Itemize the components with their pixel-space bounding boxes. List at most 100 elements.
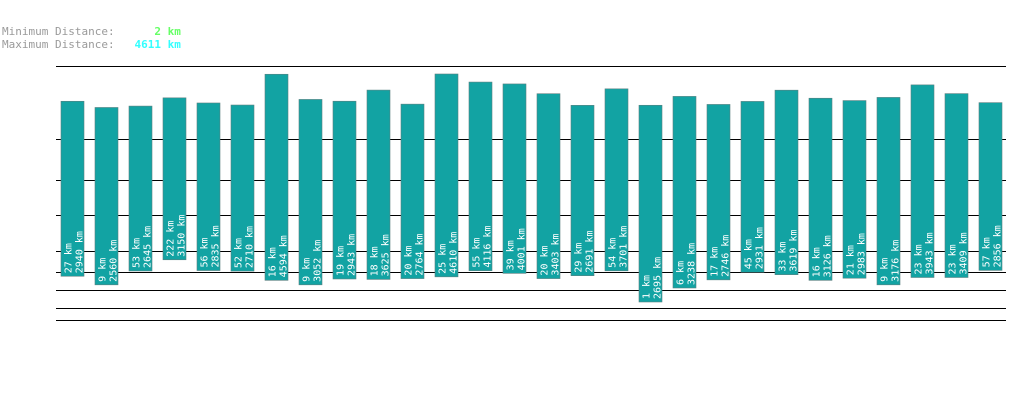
bar-max-label: 2645 km: [143, 226, 154, 268]
bar-group: 9 km 2560 km: [94, 107, 120, 286]
distance-bar: [536, 93, 561, 279]
distance-bar: [298, 99, 323, 286]
bar-group: 52 km 2710 km: [230, 104, 256, 272]
bar-min-label: 53 km: [132, 238, 143, 268]
bar-max-label: 3403 km: [551, 233, 562, 275]
distance-bar: [672, 96, 697, 289]
bar-max-label: 3052 km: [313, 240, 324, 282]
distance-bar: [910, 84, 935, 278]
distance-bar: [502, 83, 527, 274]
bar-min-label: 16 km: [268, 247, 279, 277]
bar-max-label: 2931 km: [755, 227, 766, 269]
bar-min-label: 20 km: [540, 245, 551, 275]
distance-bar: [638, 104, 663, 303]
bar-group: 16 km 3126 km: [808, 97, 834, 281]
bar-max-label: 2835 km: [211, 225, 222, 267]
bar-max-label: 2691 km: [585, 231, 596, 273]
bar-group: 27 km 2940 km: [60, 100, 86, 277]
bar-max-label: 4610 km: [449, 232, 460, 274]
bar-max-label: 2746 km: [721, 235, 732, 277]
bar-group: 222 km 3150 km: [162, 97, 188, 261]
bar-max-label: 2943 km: [347, 234, 358, 276]
bar-group: 23 km 3409 km: [944, 93, 970, 278]
bar-group: 20 km 2764 km: [400, 103, 426, 279]
maximum-distance-value: 4611 km: [134, 38, 181, 51]
bar-group: 53 km 2645 km: [128, 105, 154, 272]
bar-max-label: 2764 km: [415, 233, 426, 275]
distance-bar: [434, 73, 459, 278]
bar-min-label: 25 km: [438, 244, 449, 274]
distance-bar: [94, 107, 119, 286]
bar-min-label: 9 km: [98, 258, 109, 282]
bar-max-label: 3409 km: [959, 232, 970, 274]
distance-bar: [128, 105, 153, 272]
bar-group: 9 km 3052 km: [298, 99, 324, 286]
bar-min-label: 21 km: [846, 245, 857, 275]
bar-group: 39 km 4001 km: [502, 83, 528, 274]
bar-max-label: 4594 km: [279, 235, 290, 277]
bar-group: 54 km 3701 km: [604, 88, 630, 272]
bar-max-label: 3701 km: [619, 226, 630, 268]
bar-group: 57 km 2856 km: [978, 102, 1004, 271]
bar-group: 9 km 3176 km: [876, 97, 902, 286]
bar-min-label: 39 km: [506, 240, 517, 270]
bar-max-label: 2983 km: [857, 233, 868, 275]
distance-bar: [196, 102, 221, 271]
bar-group: 56 km 2835 km: [196, 102, 222, 271]
bar-group: 6 km 3238 km: [672, 96, 698, 289]
distance-bar: [978, 102, 1003, 271]
distance-bar: [332, 100, 357, 280]
bar-max-label: 3619 km: [789, 230, 800, 272]
bar-max-label: 3238 km: [687, 243, 698, 285]
bar-max-label: 4001 km: [517, 228, 528, 270]
distance-bar: [842, 100, 867, 279]
bar-min-label: 56 km: [200, 237, 211, 267]
bar-max-label: 3126 km: [823, 235, 834, 277]
distance-bar: [604, 88, 629, 272]
bar-min-label: 18 km: [370, 246, 381, 276]
bar-min-label: 6 km: [676, 261, 687, 285]
maximum-distance-row: Maximum Distance: 4611 km: [2, 38, 181, 51]
bar-group: 1 km 2695 km: [638, 104, 664, 303]
bar-group: 45 km 2931 km: [740, 101, 766, 273]
bar-max-label: 3150 km: [177, 215, 188, 257]
bar-min-label: 16 km: [812, 247, 823, 277]
bar-min-label: 23 km: [948, 244, 959, 274]
bar-max-label: 3176 km: [891, 240, 902, 282]
bar-group: 18 km 3625 km: [366, 89, 392, 280]
bar-min-label: 45 km: [744, 239, 755, 269]
bar-min-label: 17 km: [710, 247, 721, 277]
bar-min-label: 33 km: [778, 242, 789, 272]
bar-group: 19 km 2943 km: [332, 100, 358, 280]
distance-bar: [60, 100, 85, 277]
distance-bar: [162, 97, 187, 261]
bar-min-label: 9 km: [880, 258, 891, 282]
minimum-distance-label: Minimum Distance:: [2, 25, 115, 38]
distance-bar: [264, 73, 289, 281]
distance-bar: [468, 81, 493, 271]
bar-group: 17 km 2746 km: [706, 104, 732, 281]
bar-max-label: 2560 km: [109, 240, 120, 282]
bar-min-label: 29 km: [574, 243, 585, 273]
bars: 27 km 2940 km 9 km 2560 km 53 km 2645 km 222 k…: [60, 73, 1004, 303]
bar-max-label: 4116 km: [483, 226, 494, 268]
bar-min-label: 222 km: [166, 221, 177, 257]
distance-bar: [944, 93, 969, 278]
distance-bar: [706, 104, 731, 281]
bar-min-label: 1 km: [642, 275, 653, 299]
bar-min-label: 9 km: [302, 258, 313, 282]
bar-min-label: 55 km: [472, 238, 483, 268]
bar-min-label: 20 km: [404, 245, 415, 275]
bar-group: 23 km 3943 km: [910, 84, 936, 278]
bar-min-label: 19 km: [336, 246, 347, 276]
bar-group: 25 km 4610 km: [434, 73, 460, 278]
bar-min-label: 57 km: [982, 237, 993, 267]
bar-group: 55 km 4116 km: [468, 81, 494, 271]
distance-bar: [808, 97, 833, 281]
distance-bar: [740, 101, 765, 273]
bar-group: 29 km 2691 km: [570, 105, 596, 276]
distance-bar: [230, 104, 255, 272]
bar-max-label: 2856 km: [993, 225, 1004, 267]
